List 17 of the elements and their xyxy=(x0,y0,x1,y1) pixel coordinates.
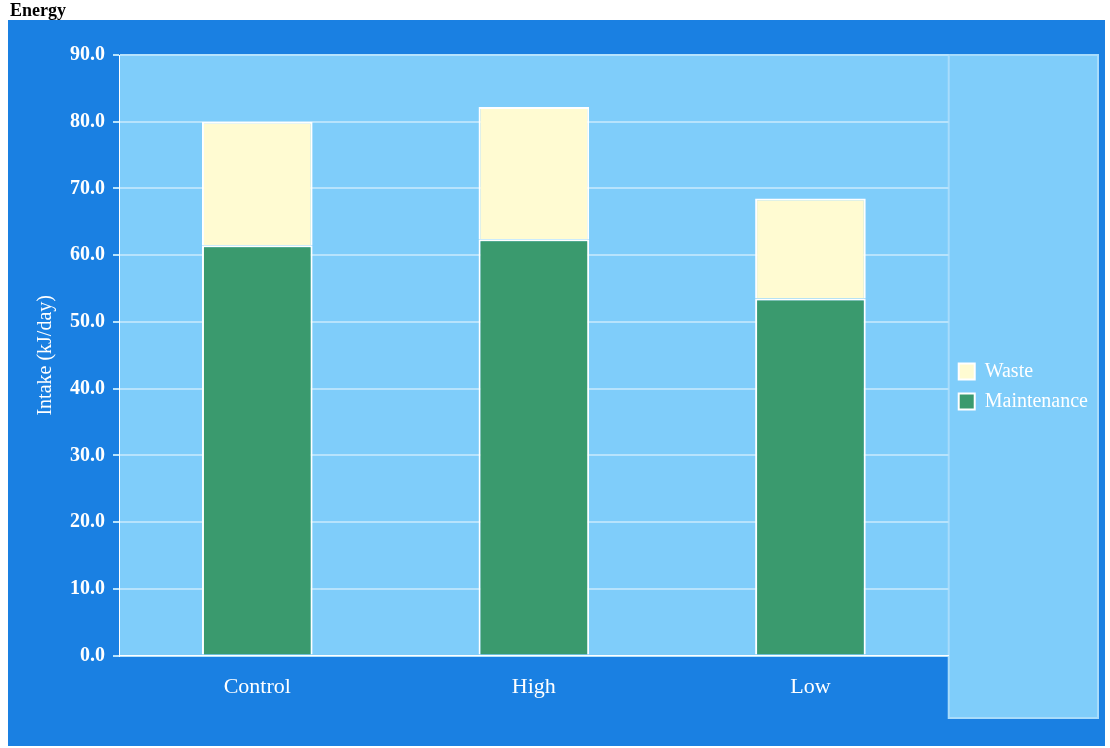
y-tick-label: 60.0 xyxy=(70,242,105,265)
legend-label: Maintenance xyxy=(984,388,1089,411)
y-tick-label: 90.0 xyxy=(70,42,105,65)
chart-title: Energy xyxy=(10,0,66,20)
y-axis-title: Intake (kJ/day) xyxy=(33,295,57,416)
y-tick-label: 40.0 xyxy=(70,375,105,398)
y-tick-label: 70.0 xyxy=(70,175,105,198)
y-tick-label: 10.0 xyxy=(70,576,105,599)
y-tick-label: 0.0 xyxy=(80,642,105,665)
y-tick-label: 30.0 xyxy=(70,442,105,465)
y-tick-label: 20.0 xyxy=(70,509,105,532)
x-tick-label: Control xyxy=(223,672,291,698)
x-tick-label: Low xyxy=(790,672,831,698)
legend-label: Waste xyxy=(984,358,1034,381)
y-tick-label: 50.0 xyxy=(70,309,105,332)
x-tick-label: High xyxy=(511,672,556,698)
y-tick-label: 80.0 xyxy=(70,108,105,131)
